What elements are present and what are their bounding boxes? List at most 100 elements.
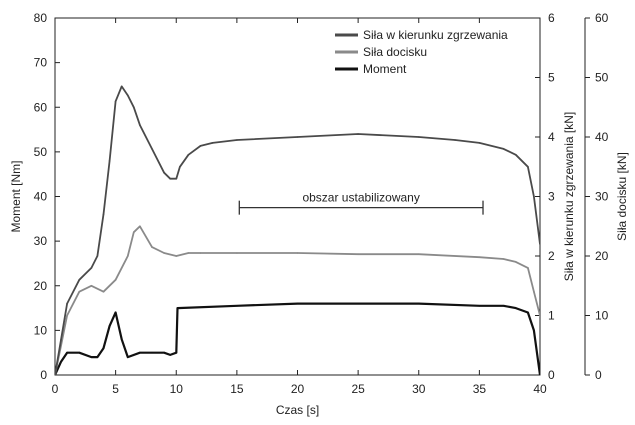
x-tick-label: 35	[473, 382, 487, 396]
series-point-2	[66, 351, 68, 354]
series-point-2	[96, 356, 99, 358]
y-right2-tick-label: 40	[595, 130, 609, 144]
series-point-0	[357, 133, 359, 135]
series-point-0	[502, 148, 505, 150]
y-left-tick-label: 80	[34, 11, 48, 25]
series-point-0	[533, 195, 535, 198]
series-point-0	[236, 139, 238, 141]
series-point-1	[296, 252, 299, 254]
y-right2-tick-label: 20	[595, 249, 609, 263]
series-point-0	[163, 171, 165, 174]
x-axis-label: Czas [s]	[276, 403, 319, 417]
series-point-2	[90, 356, 93, 358]
legend-label: Moment	[363, 62, 407, 76]
series-point-2	[418, 302, 420, 305]
series-point-0	[60, 338, 62, 341]
series-line-1	[55, 225, 540, 375]
y-right1-tick-label: 3	[548, 190, 555, 204]
plot-area	[55, 85, 540, 375]
series-point-2	[163, 351, 165, 354]
series-point-1	[139, 225, 141, 228]
series-point-0	[120, 85, 123, 88]
y-right1-tick-label: 6	[548, 11, 555, 25]
x-tick-label: 10	[170, 382, 184, 396]
series-point-1	[199, 252, 202, 254]
series-point-2	[114, 311, 117, 314]
series-point-1	[151, 246, 153, 248]
series-point-1	[418, 253, 420, 255]
series-point-2	[296, 302, 299, 305]
series-point-2	[102, 347, 105, 350]
y-left-tick-label: 30	[34, 234, 48, 248]
y-right1-tick-label: 2	[548, 249, 555, 263]
x-tick-label: 15	[230, 382, 244, 396]
x-tick-label: 0	[52, 382, 59, 396]
series-point-1	[127, 255, 129, 257]
series-point-1	[187, 252, 190, 254]
y-axis-label-right-2: Siła docisku [kN]	[615, 152, 629, 241]
series-point-1	[527, 267, 529, 269]
series-point-0	[527, 166, 529, 168]
series-line-2	[55, 302, 540, 375]
y-right1-tick-label: 4	[548, 130, 555, 144]
series-point-1	[102, 290, 105, 293]
series-point-2	[357, 302, 359, 305]
series-point-0	[418, 136, 420, 138]
y-right2-tick-label: 30	[595, 190, 609, 204]
y-left-tick-label: 20	[34, 279, 48, 293]
series-point-0	[169, 177, 171, 180]
series-point-0	[55, 374, 56, 375]
series-point-2	[169, 354, 171, 356]
series-point-1	[236, 252, 238, 254]
y-left-tick-label: 60	[34, 100, 48, 114]
y-axis-label-left: Moment [Nm]	[9, 160, 23, 232]
y-right2-tick-label: 0	[595, 368, 602, 382]
series-point-2	[176, 307, 179, 309]
series-point-2	[502, 305, 505, 307]
x-tick-label: 25	[351, 382, 365, 396]
series-point-1	[114, 279, 117, 281]
series-point-2	[175, 351, 178, 354]
legend-label: Siła docisku	[363, 45, 427, 59]
series-point-1	[133, 231, 135, 233]
series-point-0	[454, 139, 456, 141]
series-point-0	[187, 154, 190, 156]
y-axis-label-right-1: Siła w kierunku zgrzewania [kN]	[562, 112, 576, 281]
series-point-1	[539, 314, 540, 317]
y-left-tick-label: 70	[34, 56, 48, 70]
y-right2-tick-label: 10	[595, 309, 609, 323]
series-point-1	[175, 255, 178, 257]
plot-frame	[54, 17, 541, 376]
series-point-0	[515, 154, 517, 156]
x-tick-label: 30	[412, 382, 426, 396]
series-point-0	[114, 100, 117, 103]
series-point-0	[478, 142, 481, 144]
series-point-1	[515, 261, 517, 263]
y-right1-tick-label: 1	[548, 309, 555, 323]
annotation-stable-region: obszar ustabilizowany	[238, 191, 484, 215]
series-point-0	[139, 124, 141, 126]
series-point-0	[102, 213, 105, 216]
y-left-tick-label: 40	[34, 190, 48, 204]
series-point-1	[502, 258, 505, 260]
series-point-0	[179, 166, 181, 168]
series-point-2	[539, 374, 540, 375]
series-point-2	[120, 338, 123, 341]
series-point-0	[199, 145, 202, 147]
series-point-0	[108, 160, 111, 162]
x-tick-label: 40	[533, 382, 547, 396]
series-point-0	[90, 267, 93, 269]
series-point-2	[78, 351, 81, 354]
series-point-2	[515, 307, 517, 309]
series-point-1	[357, 253, 359, 255]
series-point-1	[478, 256, 481, 259]
series-point-1	[533, 290, 535, 293]
annotation-label: obszar ustabilizowany	[302, 191, 419, 205]
series-point-0	[151, 148, 153, 150]
series-point-2	[139, 351, 141, 354]
series-point-2	[151, 351, 153, 354]
series-line-0	[55, 85, 540, 375]
series-point-0	[175, 177, 178, 180]
axes: 0 5 10 15 20 25 30 35 40010203040506070800123456…	[34, 11, 609, 396]
